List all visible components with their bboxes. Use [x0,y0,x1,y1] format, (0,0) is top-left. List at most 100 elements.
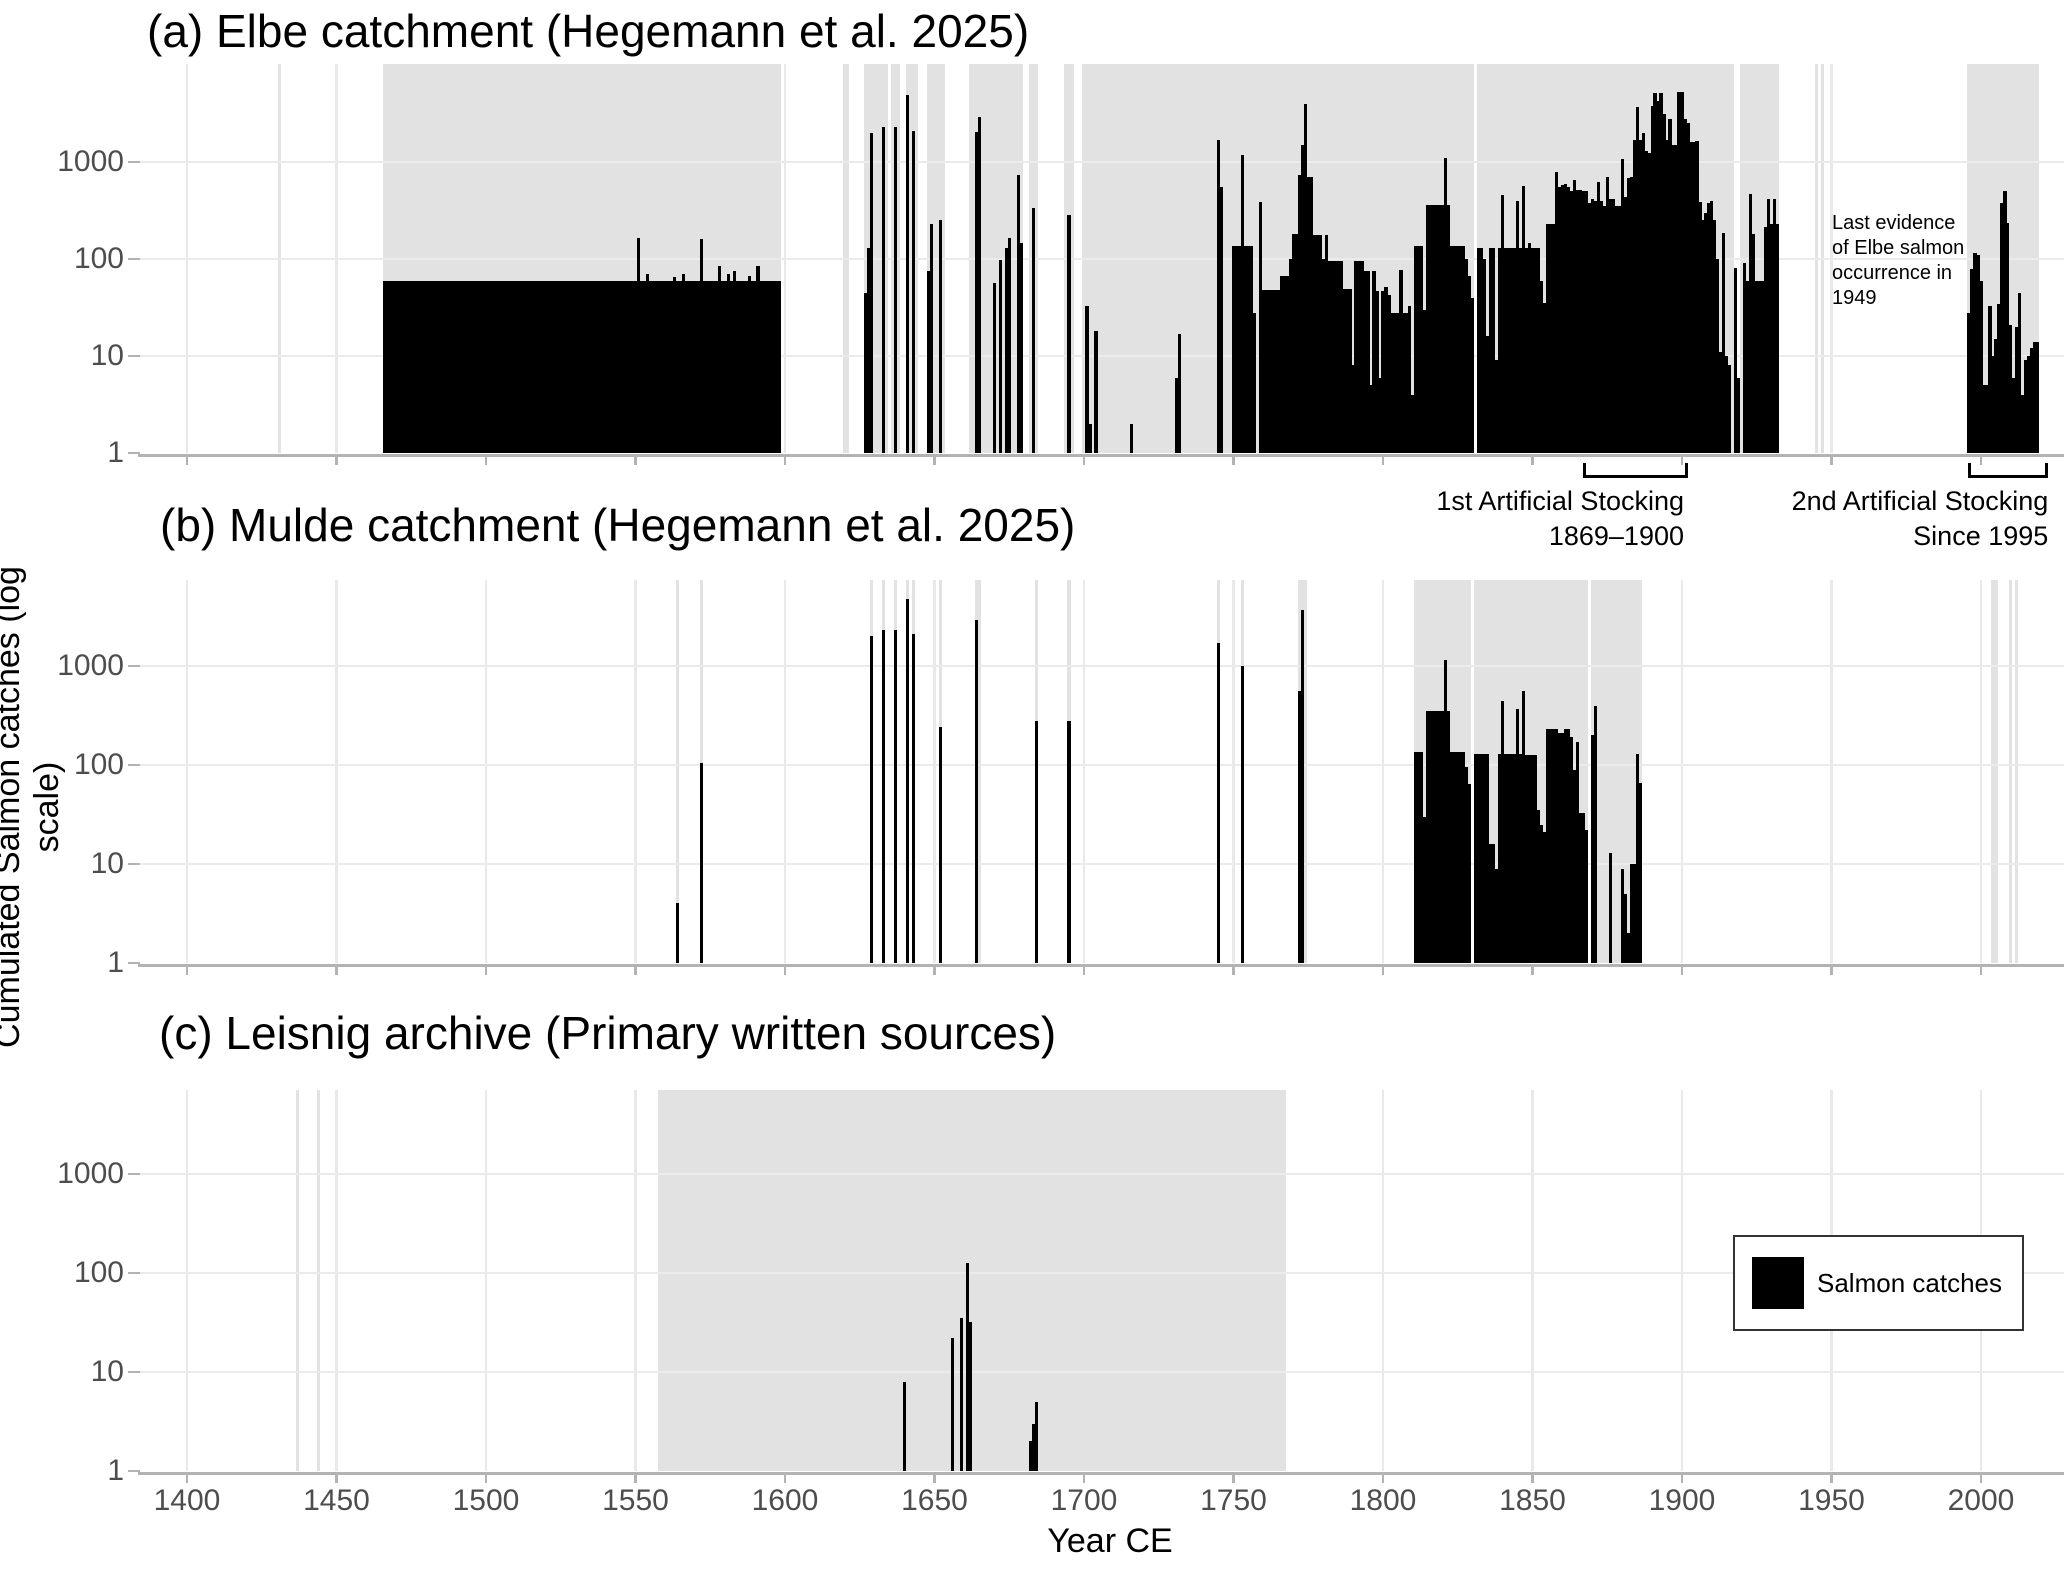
bar [1578,189,1582,453]
y-tick-label: 100 [73,242,124,275]
x-axis-tick [933,456,936,465]
bar [1527,755,1532,963]
annotation-line: 1949 [1832,287,1877,309]
bar [1423,309,1427,453]
bar [1447,711,1451,963]
bar [1273,289,1277,453]
bar [1007,237,1011,453]
bar [1267,289,1271,453]
stocking2-label-line2: Since 1995 [1913,521,2049,551]
bar [717,265,721,453]
bar [1396,312,1400,453]
bar [1016,175,1020,453]
bar [1348,289,1352,453]
y-tick-label: 10 [90,847,124,880]
coverage-region [296,1090,300,1471]
y-axis-title: Cumulated Salmon catches (log scale) [0,566,66,1048]
bar [1593,200,1597,453]
coverage-region [675,580,679,963]
bar [1632,864,1636,963]
x-axis-tick [1830,456,1833,465]
bar [1572,769,1576,963]
bar [1324,235,1328,453]
bar [1563,729,1567,963]
gridline-horizontal [138,160,2064,164]
gridline-horizontal [138,862,2064,866]
bar [1656,100,1660,453]
annotation-line: Last evidence [1832,212,1956,234]
bar [1498,247,1502,453]
gridline-horizontal [138,1172,2064,1176]
bar [747,275,751,453]
stocking1-label: 1st Artificial Stocking 1869–1900 [1124,484,1684,554]
bar [1426,205,1430,453]
bar [1351,365,1355,453]
bar [938,220,943,453]
gridline-horizontal [138,1271,2064,1275]
bar [1483,259,1487,453]
bar [1321,259,1325,453]
bar [1608,198,1612,453]
x-axis-tick [185,456,189,465]
bar [1641,132,1645,453]
y-tick-mark [128,451,140,455]
bar [2009,324,2013,453]
x-axis-tick [335,1474,338,1483]
bar [1653,92,1657,453]
bar [1979,280,1983,453]
bar [1521,690,1526,963]
bar [1450,752,1454,963]
bar [699,239,703,453]
bar [905,95,910,453]
bar [1441,711,1445,963]
bar [1764,226,1768,453]
bar [1462,752,1466,963]
y-tick-mark [128,1469,140,1473]
bar [1438,205,1442,453]
bar [1435,711,1439,963]
bar [1533,247,1538,453]
bar [2018,292,2022,453]
bar [1444,659,1448,963]
bar [1294,234,1298,453]
bar [1465,767,1469,963]
bar [1506,753,1511,963]
bar [1028,1441,1032,1471]
x-axis-tick [634,966,637,975]
bar [1393,312,1397,453]
bar [1599,200,1603,453]
x-tick-label: 1650 [901,1484,968,1517]
bar [2033,341,2037,453]
bar [1216,139,1221,453]
bar [1312,235,1316,453]
bar [2012,377,2016,453]
bar [1366,271,1370,453]
bar [1486,753,1490,963]
bar [1521,186,1526,453]
bar [675,903,679,963]
bar [1566,187,1570,453]
x-axis-tick [335,966,338,975]
bar [1503,753,1508,963]
bar [1357,261,1361,453]
bar [1629,177,1633,453]
bar [2036,341,2040,453]
bar [1644,150,1648,453]
bar [1429,205,1433,453]
bar [672,277,676,453]
bar [1489,843,1493,963]
bar [1548,729,1553,963]
bar [1701,220,1705,453]
bar [1988,305,1992,453]
bar [1623,893,1627,963]
gridline-vertical [484,1090,488,1471]
bar [1360,261,1364,453]
x-axis-tick [335,456,338,465]
bar [1261,289,1265,453]
bar [1635,753,1639,963]
bar [2024,360,2028,453]
bar [1970,268,1974,453]
bar [1339,261,1343,453]
bar [1453,752,1457,963]
